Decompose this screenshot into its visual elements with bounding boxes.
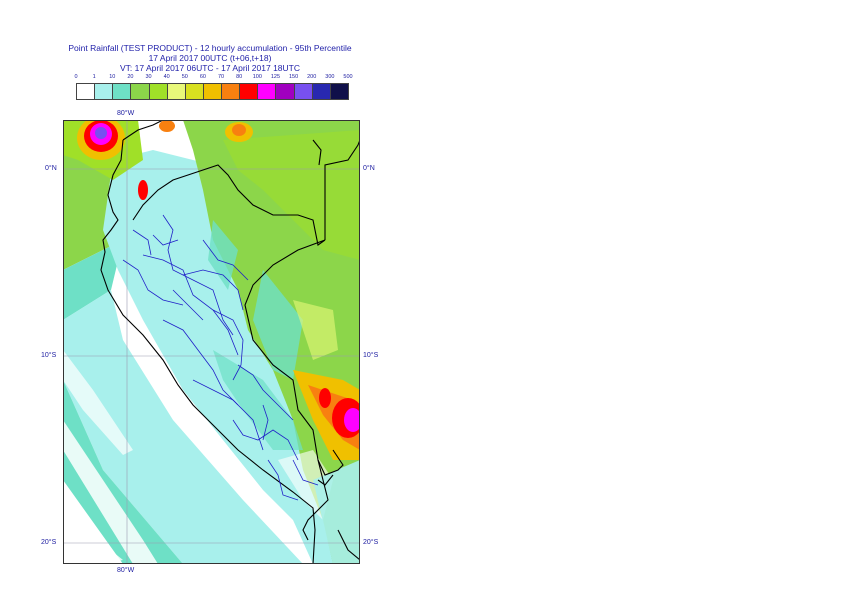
map-title: Point Rainfall (TEST PRODUCT) - 12 hourl…	[68, 43, 352, 53]
lon-label-bottom: 80°W	[117, 567, 135, 574]
map-canvas	[63, 120, 360, 564]
legend-tick-label: 70	[218, 74, 225, 80]
lat-label-left-0: 0°N	[45, 165, 57, 172]
legend-swatch	[148, 83, 168, 100]
legend-swatch	[76, 83, 96, 100]
legend-swatch	[112, 83, 132, 100]
legend-tick-label: 80	[236, 74, 243, 80]
legend-swatch	[275, 83, 295, 100]
legend-swatch	[239, 83, 259, 100]
legend-swatch	[94, 83, 114, 100]
color-legend: 0 1 10 20 30 40 50 60 70 80 100 125 150 200 300 500	[74, 74, 353, 104]
legend-tick-label: 0	[74, 74, 78, 80]
lat-label-right-10s: 10°S	[363, 352, 379, 359]
lat-label-left-20s: 20°S	[41, 539, 57, 546]
rainfall-map	[63, 120, 360, 564]
legend-tick-label: 40	[163, 74, 170, 80]
legend-tick-label: 20	[127, 74, 134, 80]
lat-label-left-10s: 10°S	[41, 352, 57, 359]
map-run-time: 17 April 2017 00UTC (t+06,t+18)	[148, 53, 272, 63]
legend-tick-label: 500	[343, 74, 353, 80]
legend-swatch	[184, 83, 204, 100]
legend-tick-label: 60	[199, 74, 206, 80]
legend-tick-label: 125	[270, 74, 281, 80]
legend-tick-label: 1	[92, 74, 96, 80]
map-valid-time: VT: 17 April 2017 06UTC - 17 April 2017 …	[119, 63, 300, 73]
legend-tick-label: 150	[289, 74, 299, 80]
legend-swatch	[202, 83, 223, 100]
legend-tick-label: 30	[145, 74, 152, 80]
legend-swatch	[293, 83, 313, 100]
legend-tick-label: 200	[307, 74, 317, 80]
legend-tick-label: 300	[325, 74, 335, 80]
lat-label-right-20s: 20°S	[363, 539, 379, 546]
legend-swatch	[221, 83, 241, 100]
legend-swatch	[311, 83, 331, 100]
legend-swatch	[166, 83, 186, 100]
legend-swatch	[130, 83, 150, 100]
country-borders	[100, 120, 360, 564]
department-boundaries	[122, 214, 319, 501]
legend-tick-label: 50	[181, 74, 188, 80]
legend-swatch	[257, 83, 277, 100]
legend-tick-label: 100	[252, 74, 262, 80]
rainfall-field	[63, 120, 360, 564]
legend-tick-label: 10	[109, 74, 116, 80]
graticule	[63, 120, 360, 564]
legend-swatch	[329, 83, 349, 100]
lon-label-top: 80°W	[117, 110, 135, 117]
lat-label-right-0: 0°N	[363, 165, 375, 172]
